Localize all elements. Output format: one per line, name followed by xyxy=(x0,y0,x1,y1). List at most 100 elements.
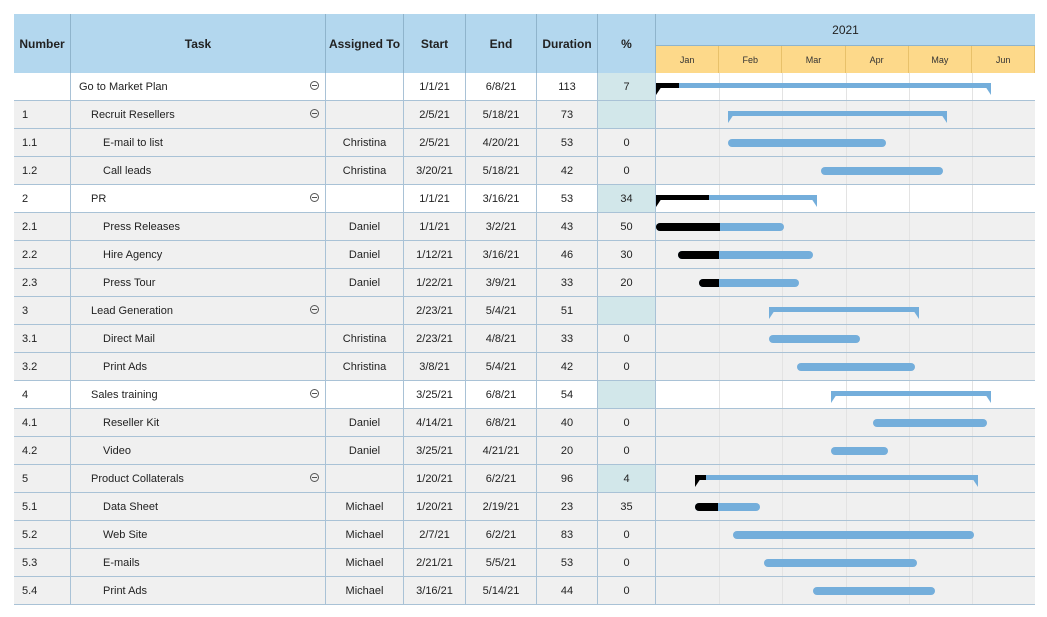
task-row[interactable]: 2.3 Press Tour Daniel 1/22/21 3/9/21 33 20 xyxy=(14,269,1035,297)
task-row[interactable]: 2.1 Press Releases Daniel 1/1/21 3/2/21 43 50 xyxy=(14,213,1035,241)
summary-gantt-bar[interactable] xyxy=(728,111,944,116)
percent-complete-cell[interactable]: 0 xyxy=(598,129,656,156)
percent-complete-cell[interactable]: 0 xyxy=(598,577,656,604)
end-date-cell[interactable]: 3/9/21 xyxy=(466,269,537,296)
task-name-cell[interactable]: Lead Generation xyxy=(71,297,326,324)
assigned-to-cell[interactable]: Daniel xyxy=(326,213,404,240)
task-name-cell[interactable]: Hire Agency xyxy=(71,241,326,268)
task-number-cell[interactable]: 4.1 xyxy=(14,409,71,436)
task-number-cell[interactable]: 5.3 xyxy=(14,549,71,576)
assigned-to-cell[interactable] xyxy=(326,73,404,100)
duration-cell[interactable]: 42 xyxy=(537,353,598,380)
end-date-cell[interactable]: 4/21/21 xyxy=(466,437,537,464)
start-date-cell[interactable]: 4/14/21 xyxy=(404,409,466,436)
task-number-cell[interactable]: 3 xyxy=(14,297,71,324)
start-date-cell[interactable]: 1/20/21 xyxy=(404,493,466,520)
task-name-cell[interactable]: Web Site xyxy=(71,521,326,548)
end-date-cell[interactable]: 5/18/21 xyxy=(466,101,537,128)
start-date-cell[interactable]: 1/20/21 xyxy=(404,465,466,492)
start-date-cell[interactable]: 2/5/21 xyxy=(404,129,466,156)
start-date-cell[interactable]: 1/22/21 xyxy=(404,269,466,296)
task-row[interactable]: 3.1 Direct Mail Christina 2/23/21 4/8/21 33 0 xyxy=(14,325,1035,353)
task-gantt-bar[interactable] xyxy=(831,447,888,455)
end-date-cell[interactable]: 5/14/21 xyxy=(466,577,537,604)
task-number-cell[interactable]: 1.2 xyxy=(14,157,71,184)
task-name-cell[interactable]: Go to Market Plan xyxy=(71,73,326,100)
task-number-cell[interactable]: 2.2 xyxy=(14,241,71,268)
duration-cell[interactable]: 23 xyxy=(537,493,598,520)
start-date-cell[interactable]: 3/25/21 xyxy=(404,437,466,464)
end-date-cell[interactable]: 6/2/21 xyxy=(466,465,537,492)
task-row[interactable]: 1.1 E-mail to list Christina 2/5/21 4/20/21 5… xyxy=(14,129,1035,157)
start-date-cell[interactable]: 1/12/21 xyxy=(404,241,466,268)
task-number-cell[interactable]: 3.1 xyxy=(14,325,71,352)
summary-gantt-bar[interactable] xyxy=(694,475,975,480)
task-number-cell[interactable]: 2 xyxy=(14,185,71,212)
task-name-cell[interactable]: Data Sheet xyxy=(71,493,326,520)
task-number-cell[interactable]: 3.2 xyxy=(14,353,71,380)
start-date-cell[interactable]: 1/1/21 xyxy=(404,185,466,212)
percent-complete-cell[interactable]: 0 xyxy=(598,409,656,436)
task-name-cell[interactable]: Video xyxy=(71,437,326,464)
task-name-cell[interactable]: E-mail to list xyxy=(71,129,326,156)
duration-cell[interactable]: 53 xyxy=(537,129,598,156)
percent-complete-cell[interactable]: 30 xyxy=(598,241,656,268)
start-date-cell[interactable]: 2/23/21 xyxy=(404,325,466,352)
summary-task-row[interactable]: 3 Lead Generation 2/23/21 5/4/21 51 xyxy=(14,297,1035,325)
end-date-cell[interactable]: 4/8/21 xyxy=(466,325,537,352)
assigned-to-cell[interactable]: Christina xyxy=(326,129,404,156)
percent-complete-cell[interactable]: 0 xyxy=(598,353,656,380)
percent-complete-cell[interactable]: 35 xyxy=(598,493,656,520)
duration-cell[interactable]: 53 xyxy=(537,549,598,576)
column-header-task[interactable]: Task xyxy=(71,14,326,73)
task-number-cell[interactable]: 5 xyxy=(14,465,71,492)
task-row[interactable]: 5.3 E-mails Michael 2/21/21 5/5/21 53 0 xyxy=(14,549,1035,577)
assigned-to-cell[interactable]: Daniel xyxy=(326,409,404,436)
task-name-cell[interactable]: Call leads xyxy=(71,157,326,184)
duration-cell[interactable]: 20 xyxy=(537,437,598,464)
assigned-to-cell[interactable]: Michael xyxy=(326,521,404,548)
end-date-cell[interactable]: 5/5/21 xyxy=(466,549,537,576)
percent-complete-cell[interactable]: 7 xyxy=(598,73,656,100)
end-date-cell[interactable]: 3/2/21 xyxy=(466,213,537,240)
task-row[interactable]: 5.4 Print Ads Michael 3/16/21 5/14/21 44 0 xyxy=(14,577,1035,605)
task-gantt-bar[interactable] xyxy=(796,363,915,371)
summary-gantt-bar[interactable] xyxy=(768,307,915,312)
assigned-to-cell[interactable]: Daniel xyxy=(326,269,404,296)
percent-complete-cell[interactable]: 0 xyxy=(598,157,656,184)
task-name-cell[interactable]: Print Ads xyxy=(71,577,326,604)
percent-complete-cell[interactable]: 0 xyxy=(598,549,656,576)
task-name-cell[interactable]: Direct Mail xyxy=(71,325,326,352)
collapse-icon[interactable] xyxy=(310,109,319,118)
task-row[interactable]: 2.2 Hire Agency Daniel 1/12/21 3/16/21 46 30 xyxy=(14,241,1035,269)
assigned-to-cell[interactable]: Christina xyxy=(326,157,404,184)
column-header-duration[interactable]: Duration xyxy=(537,14,598,73)
task-row[interactable]: 4.1 Reseller Kit Daniel 4/14/21 6/8/21 40 0 xyxy=(14,409,1035,437)
task-gantt-bar[interactable] xyxy=(678,251,813,259)
assigned-to-cell[interactable]: Christina xyxy=(326,353,404,380)
task-name-cell[interactable]: PR xyxy=(71,185,326,212)
task-number-cell[interactable] xyxy=(14,73,71,100)
assigned-to-cell[interactable] xyxy=(326,297,404,324)
duration-cell[interactable]: 43 xyxy=(537,213,598,240)
summary-task-row[interactable]: Go to Market Plan 1/1/21 6/8/21 113 7 xyxy=(14,73,1035,101)
duration-cell[interactable]: 40 xyxy=(537,409,598,436)
column-header-end[interactable]: End xyxy=(466,14,537,73)
duration-cell[interactable]: 51 xyxy=(537,297,598,324)
percent-complete-cell[interactable]: 50 xyxy=(598,213,656,240)
task-row[interactable]: 3.2 Print Ads Christina 3/8/21 5/4/21 42 0 xyxy=(14,353,1035,381)
end-date-cell[interactable]: 6/8/21 xyxy=(466,73,537,100)
task-gantt-bar[interactable] xyxy=(821,167,944,175)
duration-cell[interactable]: 33 xyxy=(537,269,598,296)
column-header-percent[interactable]: % xyxy=(598,14,656,73)
percent-complete-cell[interactable]: 20 xyxy=(598,269,656,296)
task-name-cell[interactable]: Product Collaterals xyxy=(71,465,326,492)
task-number-cell[interactable]: 4.2 xyxy=(14,437,71,464)
percent-complete-cell[interactable] xyxy=(598,101,656,128)
task-number-cell[interactable]: 5.1 xyxy=(14,493,71,520)
assigned-to-cell[interactable] xyxy=(326,101,404,128)
task-number-cell[interactable]: 5.4 xyxy=(14,577,71,604)
column-header-assigned[interactable]: Assigned To xyxy=(326,14,404,73)
start-date-cell[interactable]: 2/5/21 xyxy=(404,101,466,128)
task-name-cell[interactable]: Print Ads xyxy=(71,353,326,380)
